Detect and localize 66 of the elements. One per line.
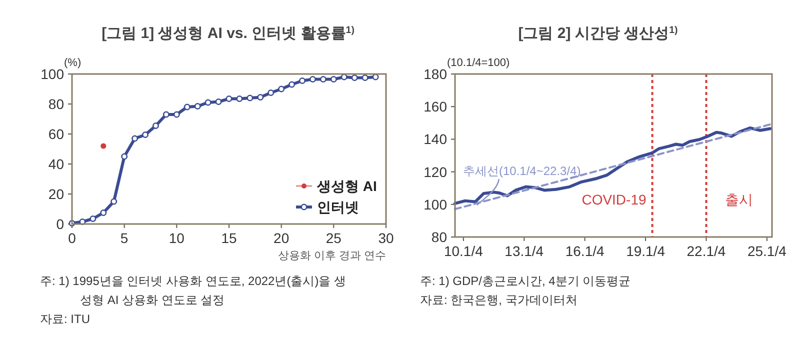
- point: [142, 132, 149, 138]
- text: 주: 1) 1995년을 인터넷 사용화 연도로, 2022년(출시)을 생성형 AI 상용화 연도로 설정: [40, 273, 348, 309]
- point: [100, 143, 106, 149]
- point: [278, 86, 285, 92]
- y-axis-title: (10.1/4=100): [447, 57, 510, 69]
- x-tick-label: 10.1/4: [444, 243, 484, 259]
- x-tick-label: 30: [378, 230, 394, 246]
- legend-label: 인터넷: [317, 199, 359, 215]
- y-tick-label: 0: [56, 216, 64, 232]
- point: [110, 198, 118, 205]
- point: [184, 104, 190, 110]
- point: [152, 122, 159, 129]
- point: [162, 111, 170, 118]
- text: 주: 1) GDP/총근로시간, 4분기 이동평균: [420, 273, 632, 290]
- y-axis-title: (%): [64, 57, 82, 69]
- point: [215, 98, 222, 105]
- y-tick-label: 80: [48, 96, 64, 112]
- y-tick-label: 160: [424, 98, 448, 115]
- point: [173, 111, 180, 118]
- ref-line-label: COVID-19: [582, 191, 646, 208]
- x-tick-label: 20: [274, 230, 290, 246]
- x-tick-label: 25: [326, 230, 342, 246]
- y-tick-label: 60: [48, 126, 64, 142]
- y-tick-label: 100: [40, 66, 64, 82]
- x-axis-title: 상용화 이후 경과 연수: [278, 250, 386, 262]
- chart-title: [그림 2] 시간당 생산성$^{1)}$: [518, 24, 678, 42]
- point: [268, 90, 274, 96]
- y-tick-label: 100: [424, 196, 448, 212]
- x-tick-label: 5: [120, 230, 128, 246]
- y-tick-label: 20: [48, 186, 64, 202]
- point: [204, 99, 212, 106]
- point: [100, 210, 107, 216]
- point: [121, 153, 128, 160]
- point: [351, 74, 358, 81]
- point: [330, 76, 337, 82]
- point: [320, 76, 326, 82]
- x-tick-label: 0: [68, 230, 76, 246]
- x-tick-label: 16.1/4: [565, 243, 605, 259]
- x-tick-label: 10: [168, 230, 185, 246]
- point: [299, 78, 306, 84]
- chart-title: [그림 1] 생성형 AI vs. 인터넷 활용률$^{1)}$: [102, 24, 354, 42]
- y-tick-label: 140: [424, 131, 448, 148]
- x-tick-label: 13.1/4: [504, 243, 544, 259]
- point: [362, 74, 368, 81]
- y-tick-label: 80: [431, 229, 448, 245]
- point: [132, 135, 138, 142]
- legend-label: 생성형 AI: [316, 178, 377, 194]
- text: 자료: ITU: [40, 311, 91, 328]
- point: [288, 81, 296, 88]
- x-tick-label: 19.1/4: [626, 243, 666, 259]
- series-label: 추세선(10.1/4~22.3/4): [463, 164, 581, 178]
- point: [246, 94, 254, 102]
- y-tick-label: 180: [424, 66, 448, 82]
- point: [257, 94, 264, 100]
- point: [194, 103, 201, 110]
- point: [236, 96, 243, 102]
- y-tick-label: 120: [424, 164, 448, 180]
- x-tick-label: 25.1/4: [747, 243, 787, 259]
- x-tick-label: 15: [221, 230, 237, 246]
- point: [309, 76, 316, 82]
- y-tick-label: 40: [48, 156, 64, 172]
- x-tick-label: 22.1/4: [686, 243, 726, 259]
- point: [90, 216, 96, 222]
- point: [226, 96, 232, 102]
- ref-line-label: 출시: [725, 191, 754, 208]
- text: 자료: 한국은행, 국가데이터처: [420, 292, 578, 309]
